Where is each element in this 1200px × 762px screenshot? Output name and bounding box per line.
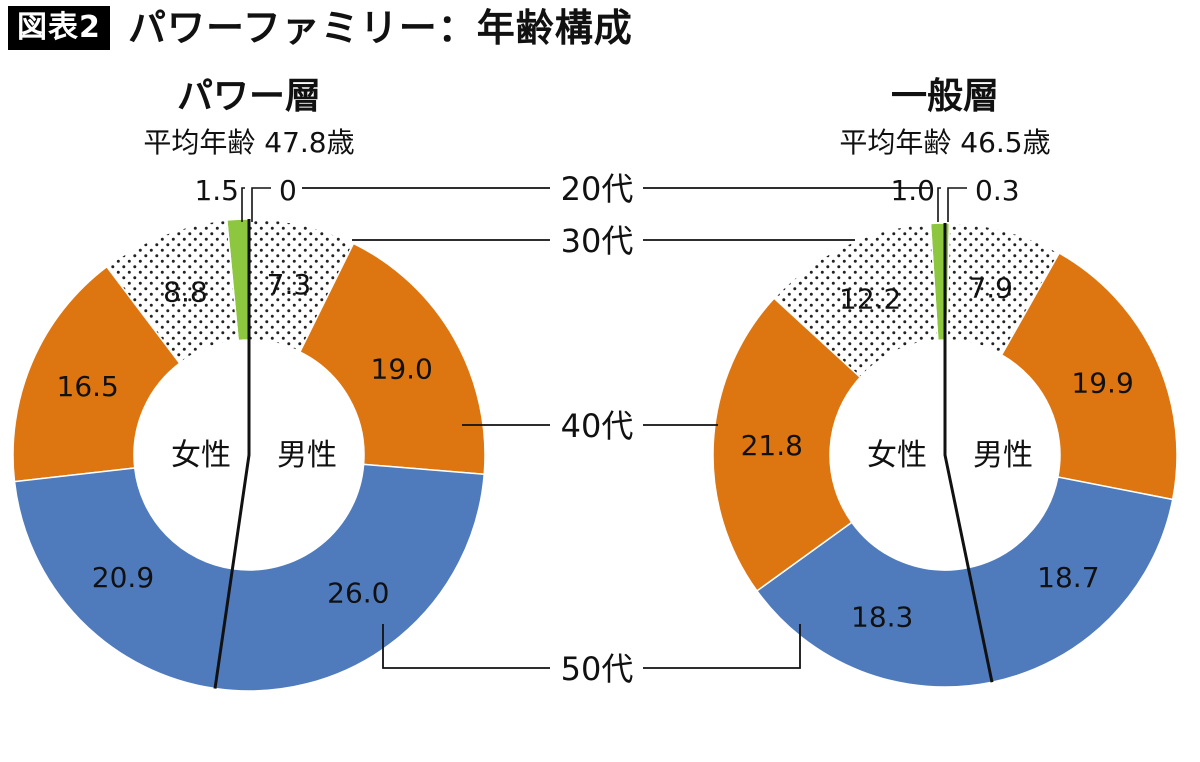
center-label-female-0: 女性	[171, 438, 231, 473]
slice-0-female-2	[12, 265, 181, 483]
legend-label-2: 40代	[561, 407, 634, 445]
value-label-1-male-3: 18.7	[1037, 561, 1099, 594]
leader-20-male-1	[947, 187, 967, 222]
value-label-0-male-1: 7.3	[267, 268, 312, 301]
slice-0-male-3	[214, 463, 486, 692]
value-label-1-male-1: 7.9	[968, 272, 1013, 305]
leader-20-female-1	[937, 187, 941, 222]
legend-label-1: 30代	[561, 222, 634, 260]
chart-title-0: パワー層	[177, 76, 321, 117]
chart-subtitle-1: 平均年齢 46.5歳	[839, 126, 1050, 159]
legend-leader-6	[382, 624, 550, 669]
value-label-1-female-2: 21.8	[741, 429, 803, 462]
value-label-0-female-3: 20.9	[92, 561, 154, 594]
figure-badge: 図表2	[8, 6, 110, 50]
center-label-male-0: 男性	[277, 438, 337, 473]
leader-20-male-0	[251, 187, 271, 222]
value-label-1-female-3: 18.3	[851, 601, 913, 634]
center-label-female-1: 女性	[867, 438, 927, 473]
value-label-0-male-2: 19.0	[371, 353, 433, 386]
value-label-0-female-0: 1.5	[194, 174, 239, 207]
legend-leader-7	[643, 624, 801, 669]
value-label-0-male-3: 26.0	[327, 576, 389, 609]
leader-20-female-0	[241, 187, 245, 222]
legend-label-3: 50代	[561, 650, 634, 688]
value-label-1-male-2: 19.9	[1071, 366, 1133, 399]
value-label-1-female-1: 12.2	[839, 282, 901, 315]
value-label-1-female-0: 1.0	[890, 174, 935, 207]
chart-title-1: 一般層	[891, 76, 999, 117]
legend-label-0: 20代	[561, 170, 634, 208]
center-label-male-1: 男性	[973, 438, 1033, 473]
slice-0-female-3	[13, 467, 234, 690]
value-label-0-female-1: 8.8	[163, 275, 208, 308]
slice-1-female-3	[755, 521, 993, 688]
slice-1-female-2	[712, 297, 862, 593]
gender-divider-1	[943, 223, 994, 683]
gender-divider-0	[213, 219, 251, 689]
header: 図表2 パワーファミリー：年齢構成	[0, 0, 1200, 58]
slice-1-male-2	[1000, 252, 1178, 501]
page-title: パワーファミリー：年齢構成	[128, 6, 633, 50]
value-label-1-male-0: 0.3	[975, 174, 1020, 207]
value-label-0-female-2: 16.5	[57, 370, 119, 403]
slice-1-male-3	[967, 476, 1174, 684]
chart-subtitle-0: 平均年齢 47.8歳	[143, 126, 354, 159]
slice-0-male-2	[298, 242, 486, 476]
value-label-0-male-0: 0	[279, 174, 297, 207]
